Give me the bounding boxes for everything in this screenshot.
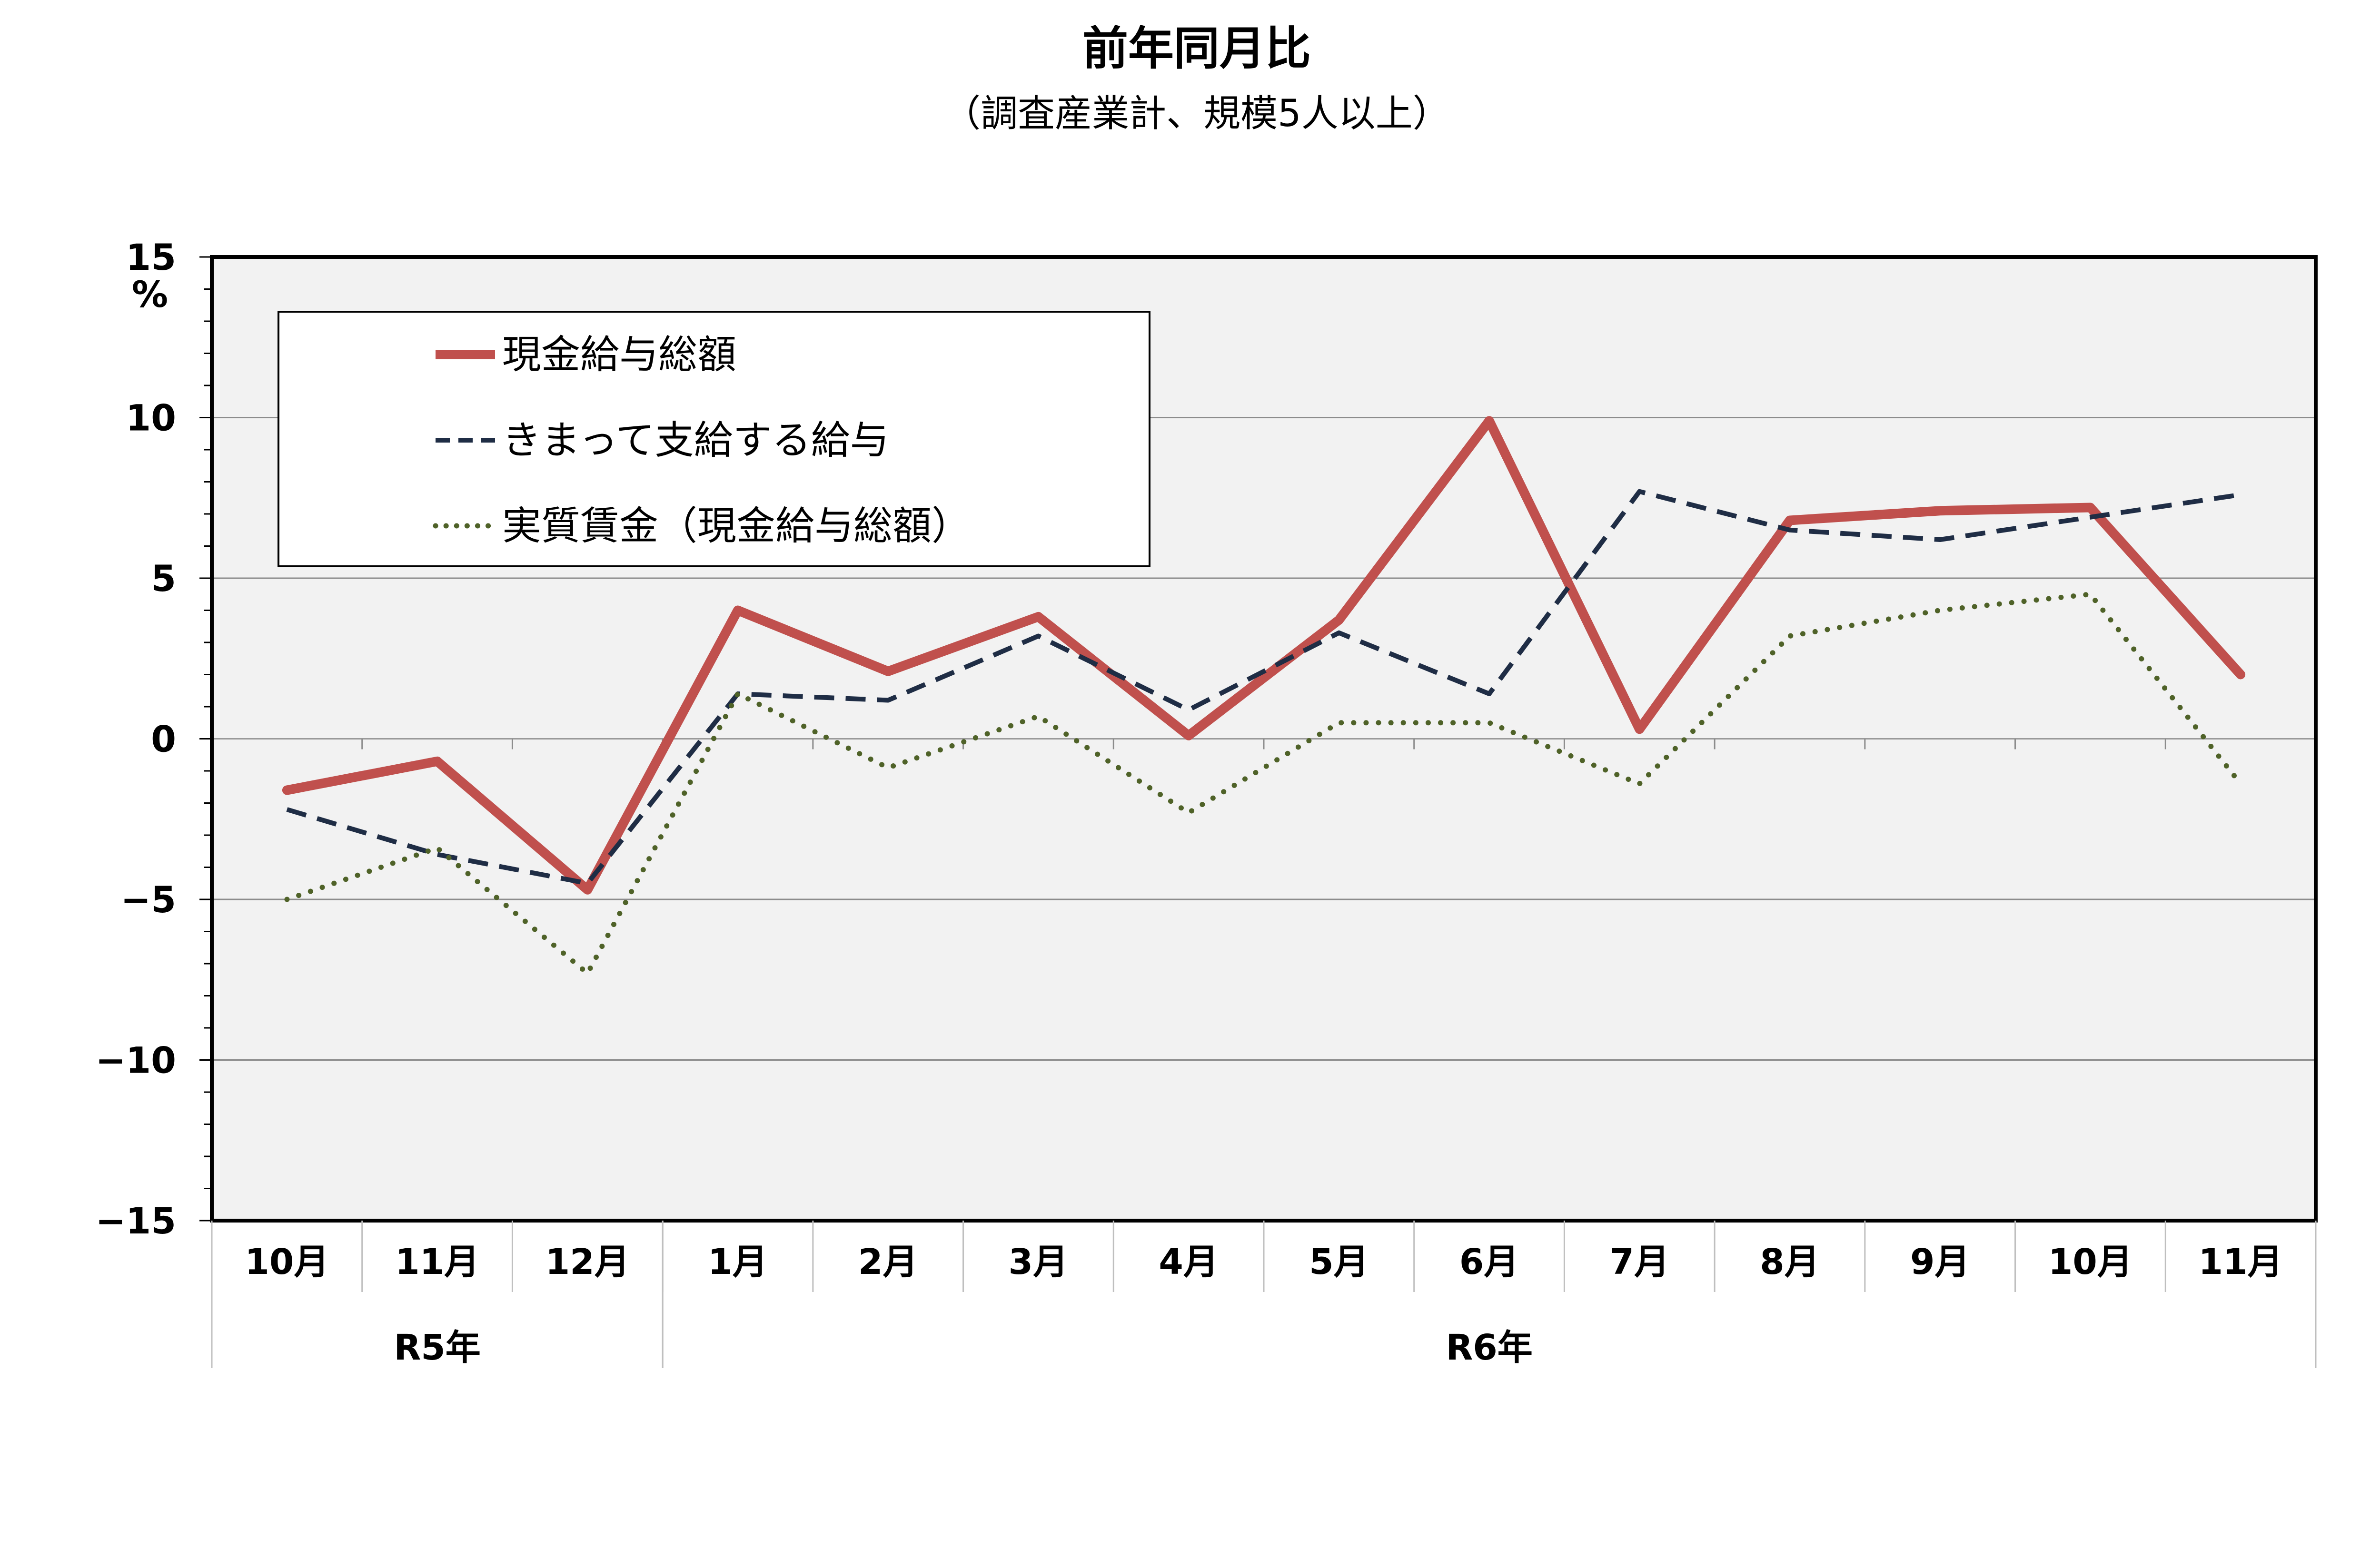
x-group-label: R6年 bbox=[1446, 1327, 1532, 1368]
x-tick-label: 5月 bbox=[1309, 1242, 1369, 1282]
y-tick-label: 10 bbox=[126, 397, 176, 439]
y-axis-unit: % bbox=[132, 273, 168, 316]
x-tick-label: 1月 bbox=[708, 1242, 768, 1282]
x-tick-label: 11月 bbox=[395, 1242, 479, 1282]
y-tick-label: 0 bbox=[151, 718, 176, 760]
y-tick-label: 5 bbox=[151, 557, 176, 600]
x-tick-label: 2月 bbox=[858, 1242, 918, 1282]
y-tick-label: 15 bbox=[126, 236, 176, 278]
y-tick-label: −10 bbox=[96, 1039, 176, 1082]
x-tick-label: 7月 bbox=[1610, 1242, 1670, 1282]
series-line-3 bbox=[284, 592, 2243, 976]
legend-label-1: 現金給与総額 bbox=[502, 332, 736, 377]
legend-box bbox=[278, 311, 1150, 567]
x-tick-label: 6月 bbox=[1459, 1242, 1519, 1282]
series-line-2 bbox=[286, 489, 2241, 886]
x-group-label: R5年 bbox=[394, 1327, 480, 1368]
y-tick-label: −15 bbox=[96, 1200, 176, 1242]
chart-subtitle: （調査産業計、規模5人以上） bbox=[943, 92, 1450, 135]
legend-label-3: 実質賃金（現金給与総額） bbox=[502, 503, 971, 549]
x-tick-label: 9月 bbox=[1910, 1242, 1970, 1282]
x-tick-label: 8月 bbox=[1760, 1242, 1820, 1282]
chart-title: 前年同月比 bbox=[1082, 22, 1311, 75]
x-tick-label: 4月 bbox=[1159, 1242, 1219, 1282]
x-tick-label: 11月 bbox=[2199, 1242, 2283, 1282]
x-tick-label: 3月 bbox=[1009, 1242, 1069, 1282]
x-tick-label: 10月 bbox=[2048, 1242, 2132, 1282]
series-line-1 bbox=[282, 416, 2246, 895]
x-tick-label: 12月 bbox=[545, 1242, 630, 1282]
y-tick-label: −5 bbox=[120, 878, 176, 921]
legend-label-2: きまって支給する給与 bbox=[502, 418, 889, 463]
x-tick-label: 10月 bbox=[245, 1242, 329, 1282]
